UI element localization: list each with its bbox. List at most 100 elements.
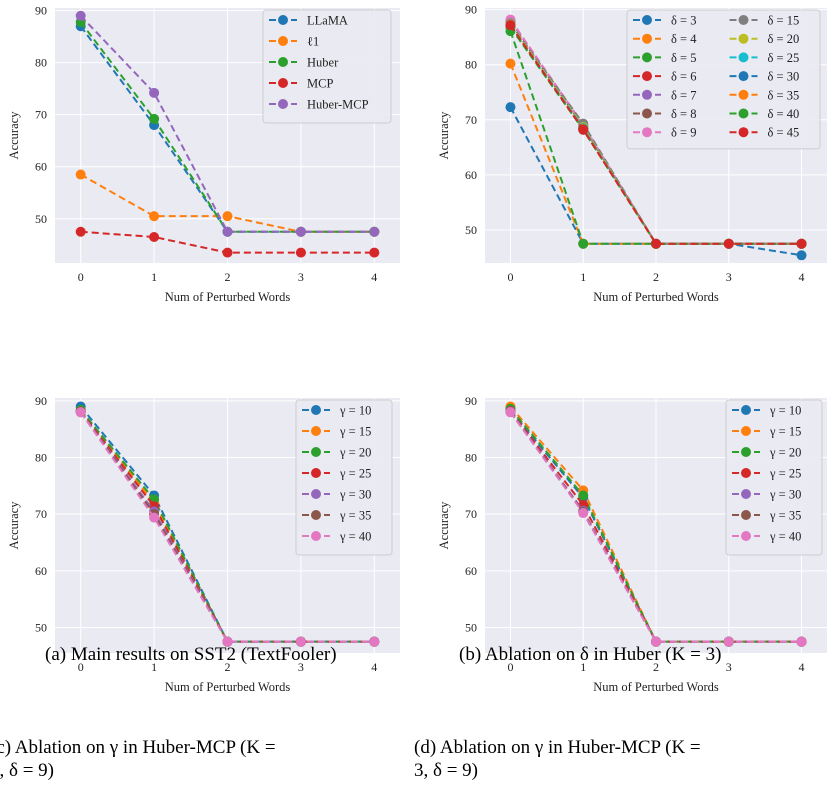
legend-marker [278,78,288,88]
legend-marker [311,531,321,541]
y-tick-label: 90 [465,394,477,408]
data-point [651,238,661,249]
x-tick-label: 3 [298,270,304,284]
y-tick-label: 60 [35,160,47,174]
legend-marker [738,52,749,63]
legend-label: γ = 35 [769,509,801,523]
legend-label: δ = 30 [768,70,800,84]
x-tick-label: 1 [151,660,157,674]
legend-label: γ = 20 [339,446,371,460]
data-point [796,250,807,261]
x-tick-label: 4 [371,660,377,674]
legend-label: δ = 6 [671,70,696,84]
y-tick-label: 80 [35,56,47,70]
legend-marker [311,468,321,478]
y-tick-label: 70 [465,507,477,521]
data-point [75,226,86,237]
data-point [222,226,233,237]
series-line-5 [79,411,375,643]
legend: δ = 3 δ = 4 δ = 5 δ = 6 δ = 7 δ = 8 δ = 9 δ = 1… [626,9,821,150]
legend-label: δ = 15 [768,14,800,28]
legend-marker [738,71,749,82]
series-line-3 [79,410,375,643]
legend-label: γ = 15 [769,425,801,439]
legend-marker [741,426,751,436]
y-tick-label: 90 [35,4,47,18]
data-point [75,10,86,21]
data-point [149,231,160,242]
legend-marker [738,127,749,138]
y-tick-label: 60 [465,564,477,578]
legend-label: δ = 5 [671,51,696,65]
caption-a: (a) Main results on SST2 (TextFooler) [45,644,337,665]
data-point [149,113,160,124]
legend-marker [642,108,652,119]
y-tick-label: 80 [465,451,477,465]
caption-b: (b) Ablation on δ in Huber (K = 3) [459,644,722,665]
x-tick-label: 3 [726,660,732,674]
x-axis-label: Num of Perturbed Words [165,290,291,304]
legend-label: δ = 7 [671,88,696,102]
x-tick-label: 0 [78,270,84,284]
x-tick-label: 1 [151,270,157,284]
y-tick-label: 80 [465,58,477,72]
legend-label: γ = 15 [339,425,371,439]
data-point [651,636,661,647]
chart-panel-1: 50 60 70 80 90 0 1 2 3 4 Num of Perturbed Words Acc… [437,3,827,304]
y-tick-label: 90 [35,394,47,408]
data-point [505,102,516,113]
data-point [369,226,380,237]
legend-label: γ = 30 [769,488,801,502]
caption-d-line2: 3, δ = 9) [414,760,478,781]
legend-marker [741,468,751,478]
series-line-4 [79,15,375,233]
chart-panel-0: 50 60 70 80 90 0 1 2 3 4 Num of Perturbed Words Acc… [7,4,400,304]
data-point [222,247,233,258]
y-axis-label: Accuracy [7,501,21,550]
data-point [295,636,306,647]
legend-marker [642,127,652,138]
legend-marker [311,510,321,520]
data-point [578,124,589,135]
x-tick-label: 1 [580,660,586,674]
data-point [578,508,589,519]
y-tick-label: 80 [35,451,47,465]
legend-label: δ = 35 [768,88,800,102]
legend-marker [642,52,652,63]
legend-marker [278,57,288,67]
legend-label: δ = 45 [768,126,800,140]
data-point [149,211,160,222]
y-axis-label: Accuracy [437,501,451,550]
x-tick-label: 2 [225,660,231,674]
data-point [75,407,86,418]
data-point [149,512,160,523]
legend-label: γ = 35 [339,509,371,523]
legend-marker [738,108,749,119]
y-tick-label: 90 [465,3,477,17]
caption-c-line2: 3, δ = 9) [0,760,54,781]
data-point [723,238,734,249]
x-tick-label: 0 [507,660,513,674]
x-tick-label: 1 [580,270,586,284]
legend-marker [738,89,749,100]
data-point [75,169,86,180]
data-point [505,58,516,69]
legend-marker [642,15,652,25]
data-point [505,407,516,418]
data-point [369,636,380,647]
data-point [578,490,589,501]
x-tick-label: 0 [507,270,513,284]
x-tick-label: 3 [298,660,304,674]
legend-marker [741,531,751,541]
legend-label: Huber-MCP [307,98,369,112]
legend-marker [741,489,751,499]
legend-marker [741,510,751,520]
series-line-0 [79,25,375,233]
data-point [222,636,233,647]
legend-label: δ = 4 [671,32,697,46]
legend-marker [311,447,321,457]
legend: γ = 10 γ = 15 γ = 20 γ = 25 γ = 30 γ = 35 γ = … [295,399,393,556]
legend-marker [642,89,652,100]
